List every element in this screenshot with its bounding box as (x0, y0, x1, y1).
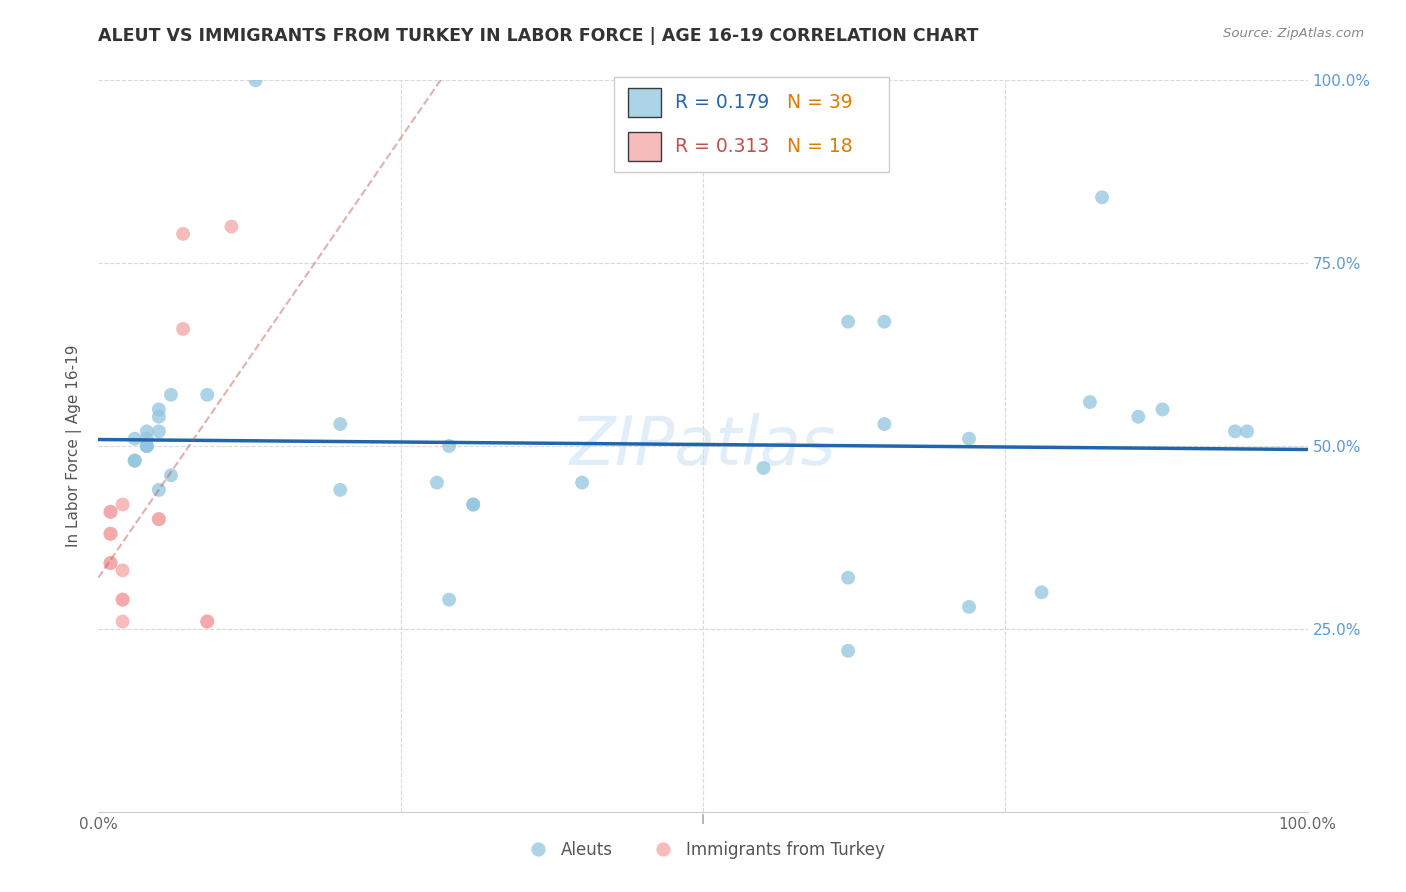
Point (148, 402, 170, 417)
Point (148, 409, 170, 424)
Point (245, 73, 267, 87)
Point (172, 322, 194, 336)
Point (463, 498, 485, 512)
Point (837, 315, 859, 329)
Text: N = 39: N = 39 (787, 93, 853, 112)
Point (195, 388, 218, 402)
Text: Source: ZipAtlas.com: Source: ZipAtlas.com (1223, 27, 1364, 40)
Point (426, 475, 449, 490)
Point (195, 615, 218, 629)
Point (873, 417, 896, 431)
Text: ALEUT VS IMMIGRANTS FROM TURKEY IN LABOR FORCE | AGE 16-19 CORRELATION CHART: ALEUT VS IMMIGRANTS FROM TURKEY IN LABOR… (98, 27, 979, 45)
Point (1152, 402, 1174, 417)
Point (1078, 395, 1101, 409)
Point (873, 315, 896, 329)
Point (100, 526, 122, 541)
Point (571, 475, 593, 490)
Point (100, 556, 122, 570)
Point (1091, 190, 1114, 204)
Point (329, 483, 352, 497)
Point (124, 432, 146, 446)
Point (1223, 425, 1246, 439)
Point (195, 615, 218, 629)
Point (437, 592, 460, 607)
Point (463, 498, 485, 512)
Point (111, 592, 134, 607)
Point (135, 439, 157, 453)
Point (100, 505, 122, 519)
Point (957, 599, 980, 614)
Point (1031, 585, 1053, 599)
Point (160, 388, 183, 402)
Text: R = 0.179: R = 0.179 (675, 93, 769, 112)
Point (160, 468, 183, 483)
Point (111, 563, 134, 577)
Point (837, 571, 859, 585)
Text: ZIPatlas: ZIPatlas (569, 413, 837, 479)
Point (1236, 425, 1258, 439)
Text: R = 0.313: R = 0.313 (675, 136, 769, 156)
Point (100, 526, 122, 541)
Point (111, 592, 134, 607)
Point (329, 417, 352, 431)
Point (124, 453, 146, 467)
Point (135, 439, 157, 453)
FancyBboxPatch shape (628, 132, 661, 161)
FancyBboxPatch shape (614, 77, 889, 172)
Text: N = 18: N = 18 (787, 136, 853, 156)
FancyBboxPatch shape (628, 88, 661, 117)
Point (148, 512, 170, 526)
Point (148, 512, 170, 526)
Point (752, 461, 775, 475)
Point (172, 227, 194, 241)
Legend: Aleuts, Immigrants from Turkey: Aleuts, Immigrants from Turkey (515, 834, 891, 865)
Point (111, 615, 134, 629)
Y-axis label: In Labor Force | Age 16-19: In Labor Force | Age 16-19 (66, 344, 83, 548)
Point (135, 425, 157, 439)
Point (837, 644, 859, 658)
Point (135, 432, 157, 446)
Point (221, 219, 243, 234)
Point (135, 439, 157, 453)
Point (100, 505, 122, 519)
Point (111, 498, 134, 512)
Point (957, 432, 980, 446)
Point (437, 439, 460, 453)
Point (148, 483, 170, 497)
Point (148, 425, 170, 439)
Point (100, 556, 122, 570)
Point (1128, 409, 1150, 424)
Point (124, 453, 146, 467)
